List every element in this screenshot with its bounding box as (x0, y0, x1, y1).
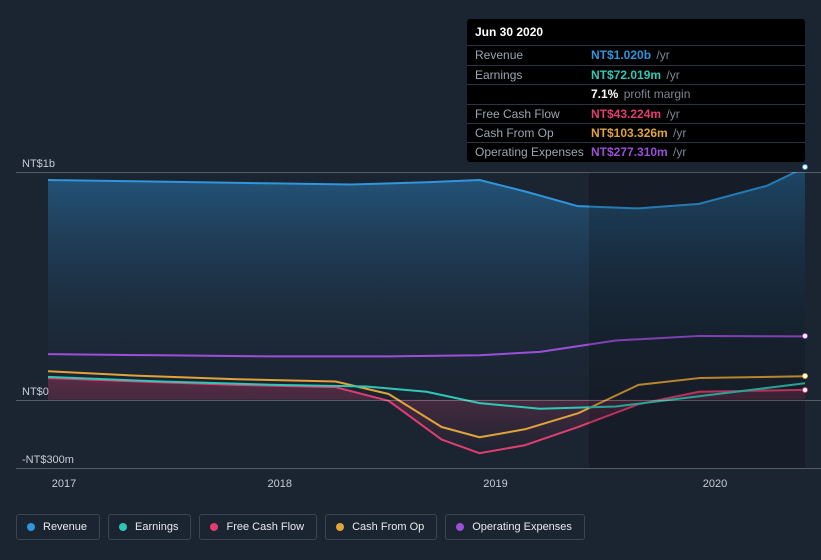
tooltip-row-label: Earnings (475, 68, 591, 82)
x-axis-label: 2019 (483, 478, 507, 490)
legend-label: Earnings (135, 521, 178, 533)
legend-item-earnings[interactable]: Earnings (108, 514, 191, 540)
gridline (16, 172, 821, 173)
tooltip-row: 7.1% profit margin (467, 84, 805, 103)
tooltip-row: EarningsNT$72.019m /yr (467, 65, 805, 84)
tooltip-row-value: NT$277.310m /yr (591, 145, 686, 159)
y-axis-label: NT$1b (22, 158, 55, 170)
x-axis-label: 2018 (267, 478, 291, 490)
tooltip-row: Free Cash FlowNT$43.224m /yr (467, 104, 805, 123)
legend-item-cash-from-op[interactable]: Cash From Op (325, 514, 437, 540)
gridline (16, 468, 821, 469)
legend-label: Revenue (43, 521, 87, 533)
series-end-marker (802, 373, 808, 379)
tooltip-card: Jun 30 2020 RevenueNT$1.020b /yrEarnings… (467, 19, 805, 162)
series-end-marker (802, 387, 808, 393)
gridline (16, 400, 821, 401)
tooltip-row: RevenueNT$1.020b /yr (467, 45, 805, 64)
legend-dot-icon (27, 523, 35, 531)
legend-item-operating-expenses[interactable]: Operating Expenses (445, 514, 585, 540)
legend-label: Free Cash Flow (226, 521, 304, 533)
y-axis-label: NT$0 (22, 386, 49, 398)
legend-label: Cash From Op (352, 521, 424, 533)
legend-dot-icon (456, 523, 464, 531)
legend-dot-icon (210, 523, 218, 531)
tooltip-row: Operating ExpensesNT$277.310m /yr (467, 142, 805, 161)
tooltip-row-value: 7.1% profit margin (591, 87, 690, 101)
series-end-marker (802, 164, 808, 170)
legend: Revenue Earnings Free Cash Flow Cash From O… (16, 514, 585, 540)
legend-dot-icon (119, 523, 127, 531)
tooltip-row-value: NT$72.019m /yr (591, 68, 680, 82)
tooltip-row-value: NT$103.326m /yr (591, 126, 686, 140)
x-axis-label: 2020 (703, 478, 727, 490)
tooltip-title: Jun 30 2020 (467, 19, 805, 45)
forecast-shade (589, 172, 805, 468)
tooltip-row-value: NT$43.224m /yr (591, 107, 680, 121)
tooltip-row-label: Operating Expenses (475, 145, 591, 159)
series-end-marker (802, 333, 808, 339)
x-axis-label: 2017 (52, 478, 76, 490)
legend-label: Operating Expenses (472, 521, 572, 533)
tooltip-row-label: Cash From Op (475, 126, 591, 140)
legend-item-free-cash-flow[interactable]: Free Cash Flow (199, 514, 317, 540)
legend-dot-icon (336, 523, 344, 531)
tooltip-row-label: Revenue (475, 48, 591, 62)
plot-area[interactable] (48, 172, 805, 468)
tooltip-row: Cash From OpNT$103.326m /yr (467, 123, 805, 142)
tooltip-row-label: Free Cash Flow (475, 107, 591, 121)
tooltip-row-value: NT$1.020b /yr (591, 48, 670, 62)
tooltip-row-label (475, 87, 591, 101)
legend-item-revenue[interactable]: Revenue (16, 514, 100, 540)
